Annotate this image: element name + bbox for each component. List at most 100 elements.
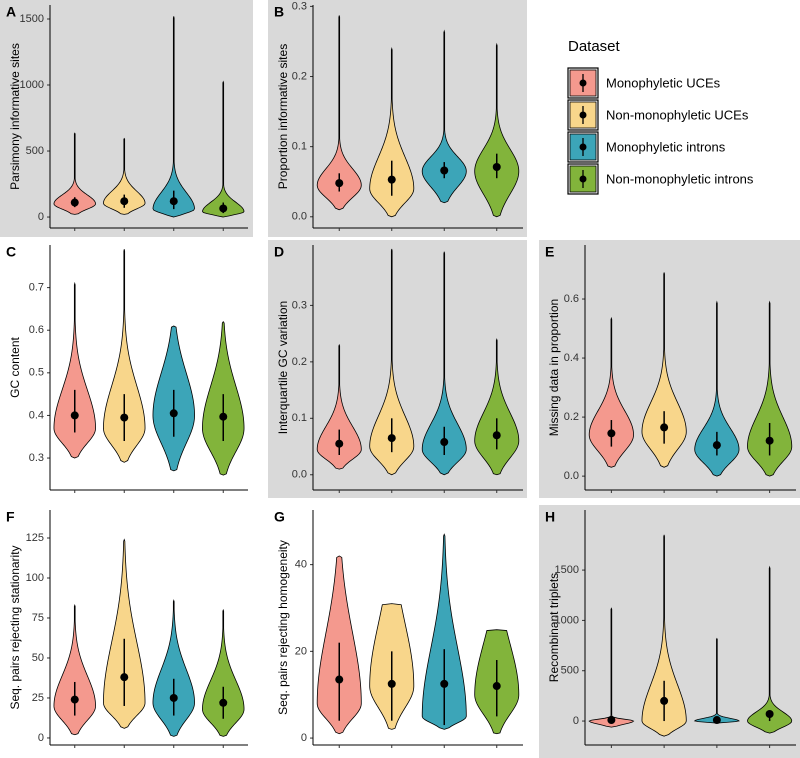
- y-tick-label: 1500: [20, 13, 44, 25]
- violin: [474, 42, 520, 218]
- y-tick-label: 0: [573, 715, 579, 727]
- median-point: [70, 198, 79, 207]
- median-point: [607, 716, 616, 725]
- y-tick-label: 0.4: [564, 352, 579, 364]
- median-point: [492, 431, 501, 440]
- violin: [152, 16, 195, 218]
- violin: [474, 338, 520, 476]
- y-tick-label: 0.2: [292, 356, 307, 368]
- violin: [202, 80, 245, 218]
- median-point: [169, 409, 178, 418]
- median-point: [169, 693, 178, 702]
- violin: [421, 533, 467, 730]
- median-point: [440, 166, 449, 175]
- y-tick-label: 0.1: [292, 412, 307, 424]
- median-point: [387, 679, 396, 688]
- y-tick-label: 1000: [555, 614, 579, 626]
- violin: [421, 29, 467, 204]
- median-point: [169, 197, 178, 206]
- y-tick-label: 0: [301, 732, 307, 744]
- violin: [693, 637, 740, 724]
- y-tick-label: 0.0: [564, 470, 579, 482]
- legend-key-point: [579, 175, 587, 183]
- violin: [747, 300, 793, 477]
- y-tick-label: 0.2: [292, 70, 307, 82]
- panel-label: B: [274, 4, 284, 20]
- legend-key-point: [579, 111, 587, 119]
- panel-label: H: [545, 509, 555, 525]
- y-tick-label: 0.4: [29, 409, 44, 421]
- y-axis-label: Interquartile GC variation: [276, 301, 290, 434]
- violin: [316, 15, 362, 211]
- y-tick-label: 0: [38, 732, 44, 744]
- median-point: [492, 162, 501, 171]
- y-tick-label: 50: [32, 652, 44, 664]
- median-point: [70, 695, 79, 704]
- y-tick-label: 75: [32, 612, 44, 624]
- legend-label: Non-monophyletic UCEs: [606, 107, 749, 122]
- panel-label: D: [274, 244, 284, 260]
- legend-label: Monophyletic introns: [606, 139, 726, 154]
- violin: [641, 534, 687, 737]
- legend-key-point: [579, 143, 587, 151]
- median-point: [660, 696, 669, 705]
- panel-label: C: [6, 244, 16, 260]
- y-tick-label: 1500: [555, 564, 579, 576]
- y-tick-label: 0.5: [29, 367, 44, 379]
- median-point: [120, 197, 129, 206]
- y-tick-label: 500: [26, 145, 44, 157]
- y-tick-label: 0.7: [29, 282, 44, 294]
- median-point: [607, 429, 616, 438]
- median-point: [120, 673, 129, 682]
- y-tick-label: 25: [32, 692, 44, 704]
- median-point: [219, 412, 228, 421]
- y-tick-label: 0.3: [29, 452, 44, 464]
- violin: [369, 248, 415, 476]
- violin: [588, 607, 635, 728]
- violin: [152, 599, 195, 737]
- legend-title: Dataset: [568, 38, 621, 55]
- median-point: [335, 439, 344, 448]
- panel-label: A: [6, 4, 16, 20]
- violin: [369, 47, 415, 218]
- y-tick-label: 0.0: [292, 211, 307, 223]
- median-point: [219, 204, 228, 213]
- y-axis-label: Seq. pairs rejecting homogeneity: [276, 540, 290, 715]
- y-tick-label: 100: [26, 572, 44, 584]
- y-axis-label: Proportion informative sites: [276, 44, 290, 189]
- violin: [694, 300, 740, 477]
- median-point: [387, 434, 396, 443]
- y-tick-label: 0.6: [29, 324, 44, 336]
- median-point: [387, 175, 396, 184]
- violin: [747, 565, 793, 734]
- violin: [103, 249, 146, 463]
- y-tick-label: 0.1: [292, 141, 307, 153]
- y-tick-label: 40: [295, 559, 307, 571]
- violin: [103, 538, 146, 729]
- panel-label: E: [545, 244, 554, 260]
- y-tick-label: 1000: [20, 79, 44, 91]
- y-tick-label: 0.2: [564, 411, 579, 423]
- legend-key-point: [579, 79, 587, 87]
- median-point: [765, 436, 774, 445]
- violin: [588, 316, 634, 468]
- violin: [316, 343, 362, 470]
- y-tick-label: 500: [561, 665, 579, 677]
- median-point: [120, 413, 129, 422]
- median-point: [492, 682, 501, 691]
- median-point: [219, 698, 228, 707]
- panel-label: F: [6, 509, 15, 525]
- legend-label: Non-monophyletic introns: [606, 171, 754, 186]
- violin: [53, 132, 96, 215]
- y-axis-label: Seq. pairs rejecting stationarity: [8, 545, 22, 709]
- median-point: [712, 441, 721, 450]
- median-point: [335, 179, 344, 188]
- y-axis-label: GC content: [8, 336, 22, 397]
- median-point: [660, 423, 669, 432]
- y-axis-label: Recombinant triplets: [547, 573, 561, 682]
- y-tick-label: 0.0: [292, 469, 307, 481]
- y-tick-label: 0: [38, 211, 44, 223]
- y-axis-label: Parsimony informative sites: [8, 43, 22, 190]
- y-tick-label: 0.3: [292, 0, 307, 12]
